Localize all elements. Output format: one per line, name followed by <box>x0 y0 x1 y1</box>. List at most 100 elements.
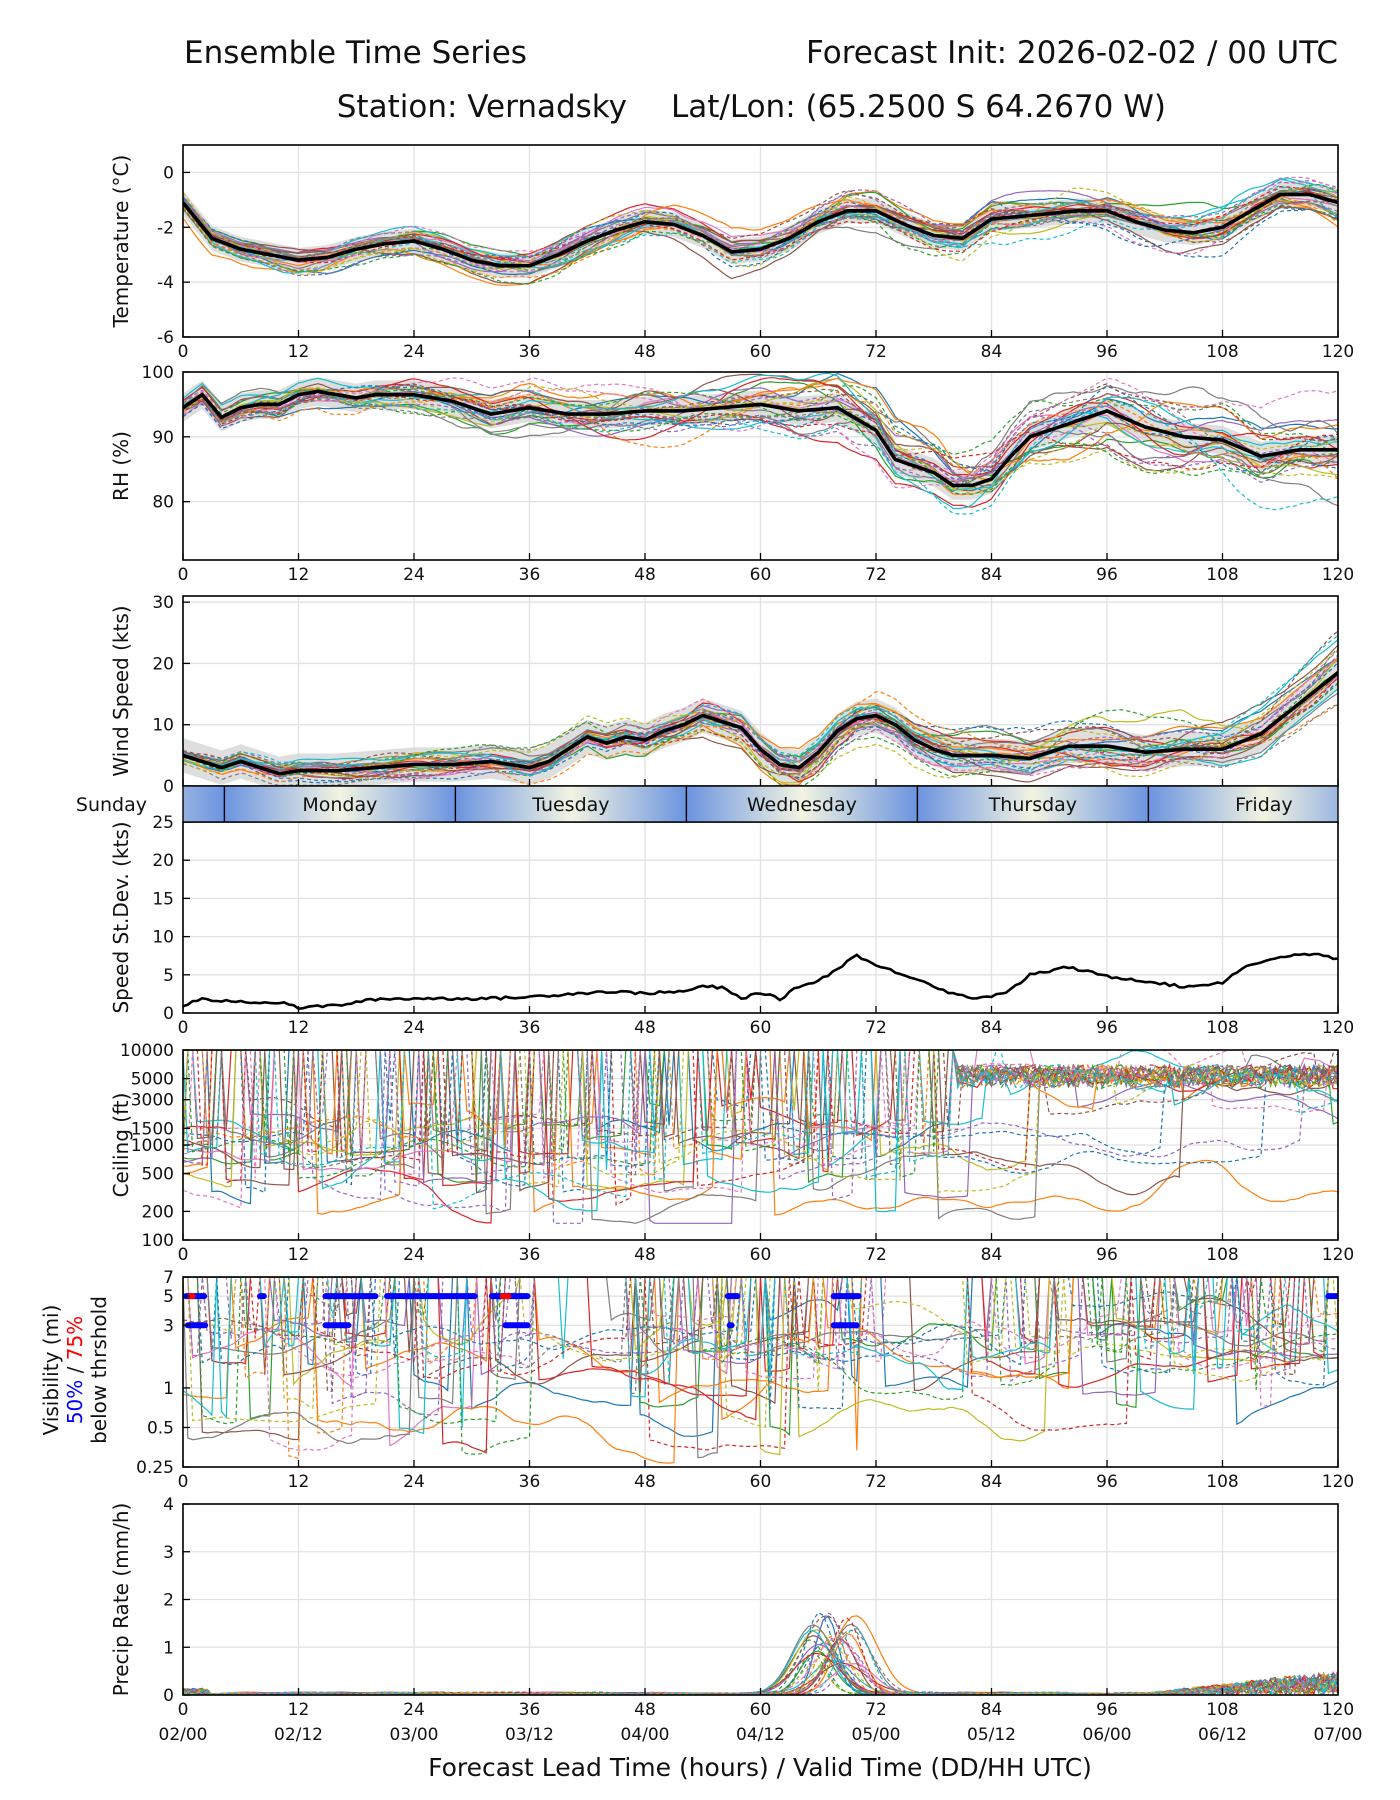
member-line-23 <box>183 1277 1338 1425</box>
y-tick-label: 25 <box>152 813 174 833</box>
member-line-21 <box>183 1050 1338 1194</box>
x-tick-label: 96 <box>1096 1472 1118 1492</box>
member-line-4 <box>183 1277 1338 1397</box>
member-line-30 <box>183 634 1338 771</box>
member-line-2 <box>183 1050 1338 1216</box>
ensemble-members <box>183 1050 1338 1224</box>
day-band-monday <box>224 786 456 822</box>
x-tick-label: 24 <box>403 1018 425 1038</box>
y-tick-label: 100 <box>142 1231 174 1251</box>
valid-time-label: 03/00 <box>390 1725 439 1745</box>
x-tick-label: 120 <box>1322 342 1354 362</box>
x-tick-label: 96 <box>1096 1700 1118 1720</box>
x-tick-label: 72 <box>865 1018 887 1038</box>
vis-ylabel-line3: below thrshold <box>87 1296 111 1444</box>
y-axis-label: Ceiling (ft) <box>109 1093 133 1198</box>
y-tick-label: 5000 <box>131 1070 174 1090</box>
member-line-29 <box>183 187 1338 276</box>
vis-sep: / <box>63 1360 87 1379</box>
y-axis-label: RH (%) <box>109 431 133 501</box>
x-tick-label: 36 <box>519 1018 541 1038</box>
valid-time-label: 03/12 <box>505 1725 554 1745</box>
x-tick-label: 0 <box>178 342 189 362</box>
x-tick-label: 12 <box>288 1245 310 1265</box>
member-line-6 <box>183 1277 1338 1441</box>
x-tick-label: 96 <box>1096 1245 1118 1265</box>
panel-wind-speed: 0 10 20 30 Wind Speed (kts) <box>109 593 1339 797</box>
x-tick-label: 36 <box>519 1245 541 1265</box>
y-tick-label: 1500 <box>131 1119 174 1139</box>
x-tick-label: 12 <box>288 1700 310 1720</box>
valid-time-label: 04/00 <box>621 1725 670 1745</box>
y-tick-label: 10000 <box>120 1041 174 1061</box>
y-tick-label: 10 <box>152 928 174 948</box>
x-tick-label: 108 <box>1206 1700 1238 1720</box>
y-axis-label: Temperature (°C) <box>109 155 133 329</box>
x-tick-label: 84 <box>981 1472 1003 1492</box>
y-tick-label: 20 <box>152 851 174 871</box>
x-tick-label: 60 <box>750 1018 772 1038</box>
x-tick-label: 72 <box>865 565 887 585</box>
day-label-monday: Monday <box>302 794 377 816</box>
x-tick-label: 84 <box>981 1700 1003 1720</box>
x-tick-label: 0 <box>178 1018 189 1038</box>
valid-time-label: 02/00 <box>159 1725 208 1745</box>
x-tick-label: 48 <box>634 1018 656 1038</box>
y-tick-label: 1000 <box>131 1136 174 1156</box>
x-tick-label: 48 <box>634 342 656 362</box>
x-tick-label: 108 <box>1206 1472 1238 1492</box>
y-axis-label: Speed St.Dev. (kts) <box>109 821 133 1013</box>
member-line-20 <box>183 372 1338 492</box>
x-tick-label: 120 <box>1322 1245 1354 1265</box>
member-line-7 <box>183 1050 1338 1171</box>
member-line-12 <box>183 198 1338 286</box>
member-line-22 <box>183 1050 1338 1176</box>
x-tick-label: 84 <box>981 565 1003 585</box>
day-band-friday <box>1148 786 1338 822</box>
day-strip: Sunday Monday Tuesday Wednesday Thursday Frid… <box>76 785 1339 823</box>
latlon-label: Lat/Lon: (65.2500 S 64.2670 W) <box>671 89 1166 125</box>
vis-ylabel-line1: Visibility (mi) <box>39 1305 63 1436</box>
x-tick-label: 24 <box>403 1472 425 1492</box>
y-tick-label: 5 <box>163 1287 174 1307</box>
day-band-thursday <box>917 786 1149 822</box>
x-tick-label: 48 <box>634 1245 656 1265</box>
member-line-28 <box>183 186 1338 269</box>
y-tick-label: 4 <box>163 1495 174 1515</box>
member-line-30 <box>183 184 1338 267</box>
x-tick-label: 96 <box>1096 565 1118 585</box>
y-tick-label: 3 <box>163 1316 174 1336</box>
x-tick-label: 24 <box>403 565 425 585</box>
member-line-28 <box>183 1050 1338 1181</box>
title-right: Forecast Init: 2026-02-02 / 00 UTC <box>806 35 1338 71</box>
y-tick-label: 0 <box>163 777 174 797</box>
y-tick-label: 30 <box>152 593 174 613</box>
y-tick-label: 0.5 <box>147 1418 174 1438</box>
member-line-11 <box>183 197 1338 264</box>
y-tick-label: -6 <box>157 328 174 348</box>
member-line-15 <box>183 677 1338 778</box>
day-band-tuesday <box>455 786 687 822</box>
x-tick-label: 72 <box>865 342 887 362</box>
member-line-18 <box>183 1277 1338 1405</box>
x-tick-label: 48 <box>634 565 656 585</box>
member-line-13 <box>183 647 1338 786</box>
day-bands <box>183 786 1338 822</box>
y-tick-label: 0 <box>163 1004 174 1024</box>
x-tick-label: 120 <box>1322 1700 1354 1720</box>
member-line-18 <box>183 1050 1338 1224</box>
grid <box>182 1503 1339 1696</box>
valid-time-label: 04/12 <box>736 1725 785 1745</box>
x-tick-label: 24 <box>403 1245 425 1265</box>
member-line-28 <box>183 1277 1338 1395</box>
member-line-22 <box>183 391 1338 479</box>
x-tick-label: 12 <box>288 565 310 585</box>
member-line-10 <box>183 382 1338 510</box>
member-line-11 <box>183 1277 1338 1410</box>
member-line-29 <box>183 1050 1338 1194</box>
panel-relative-humidity: 0 12 24 36 48 60 72 84 96 108 120 100 90 80 RH (%) <box>109 363 1354 585</box>
x-tick-label: 0 <box>178 1245 189 1265</box>
